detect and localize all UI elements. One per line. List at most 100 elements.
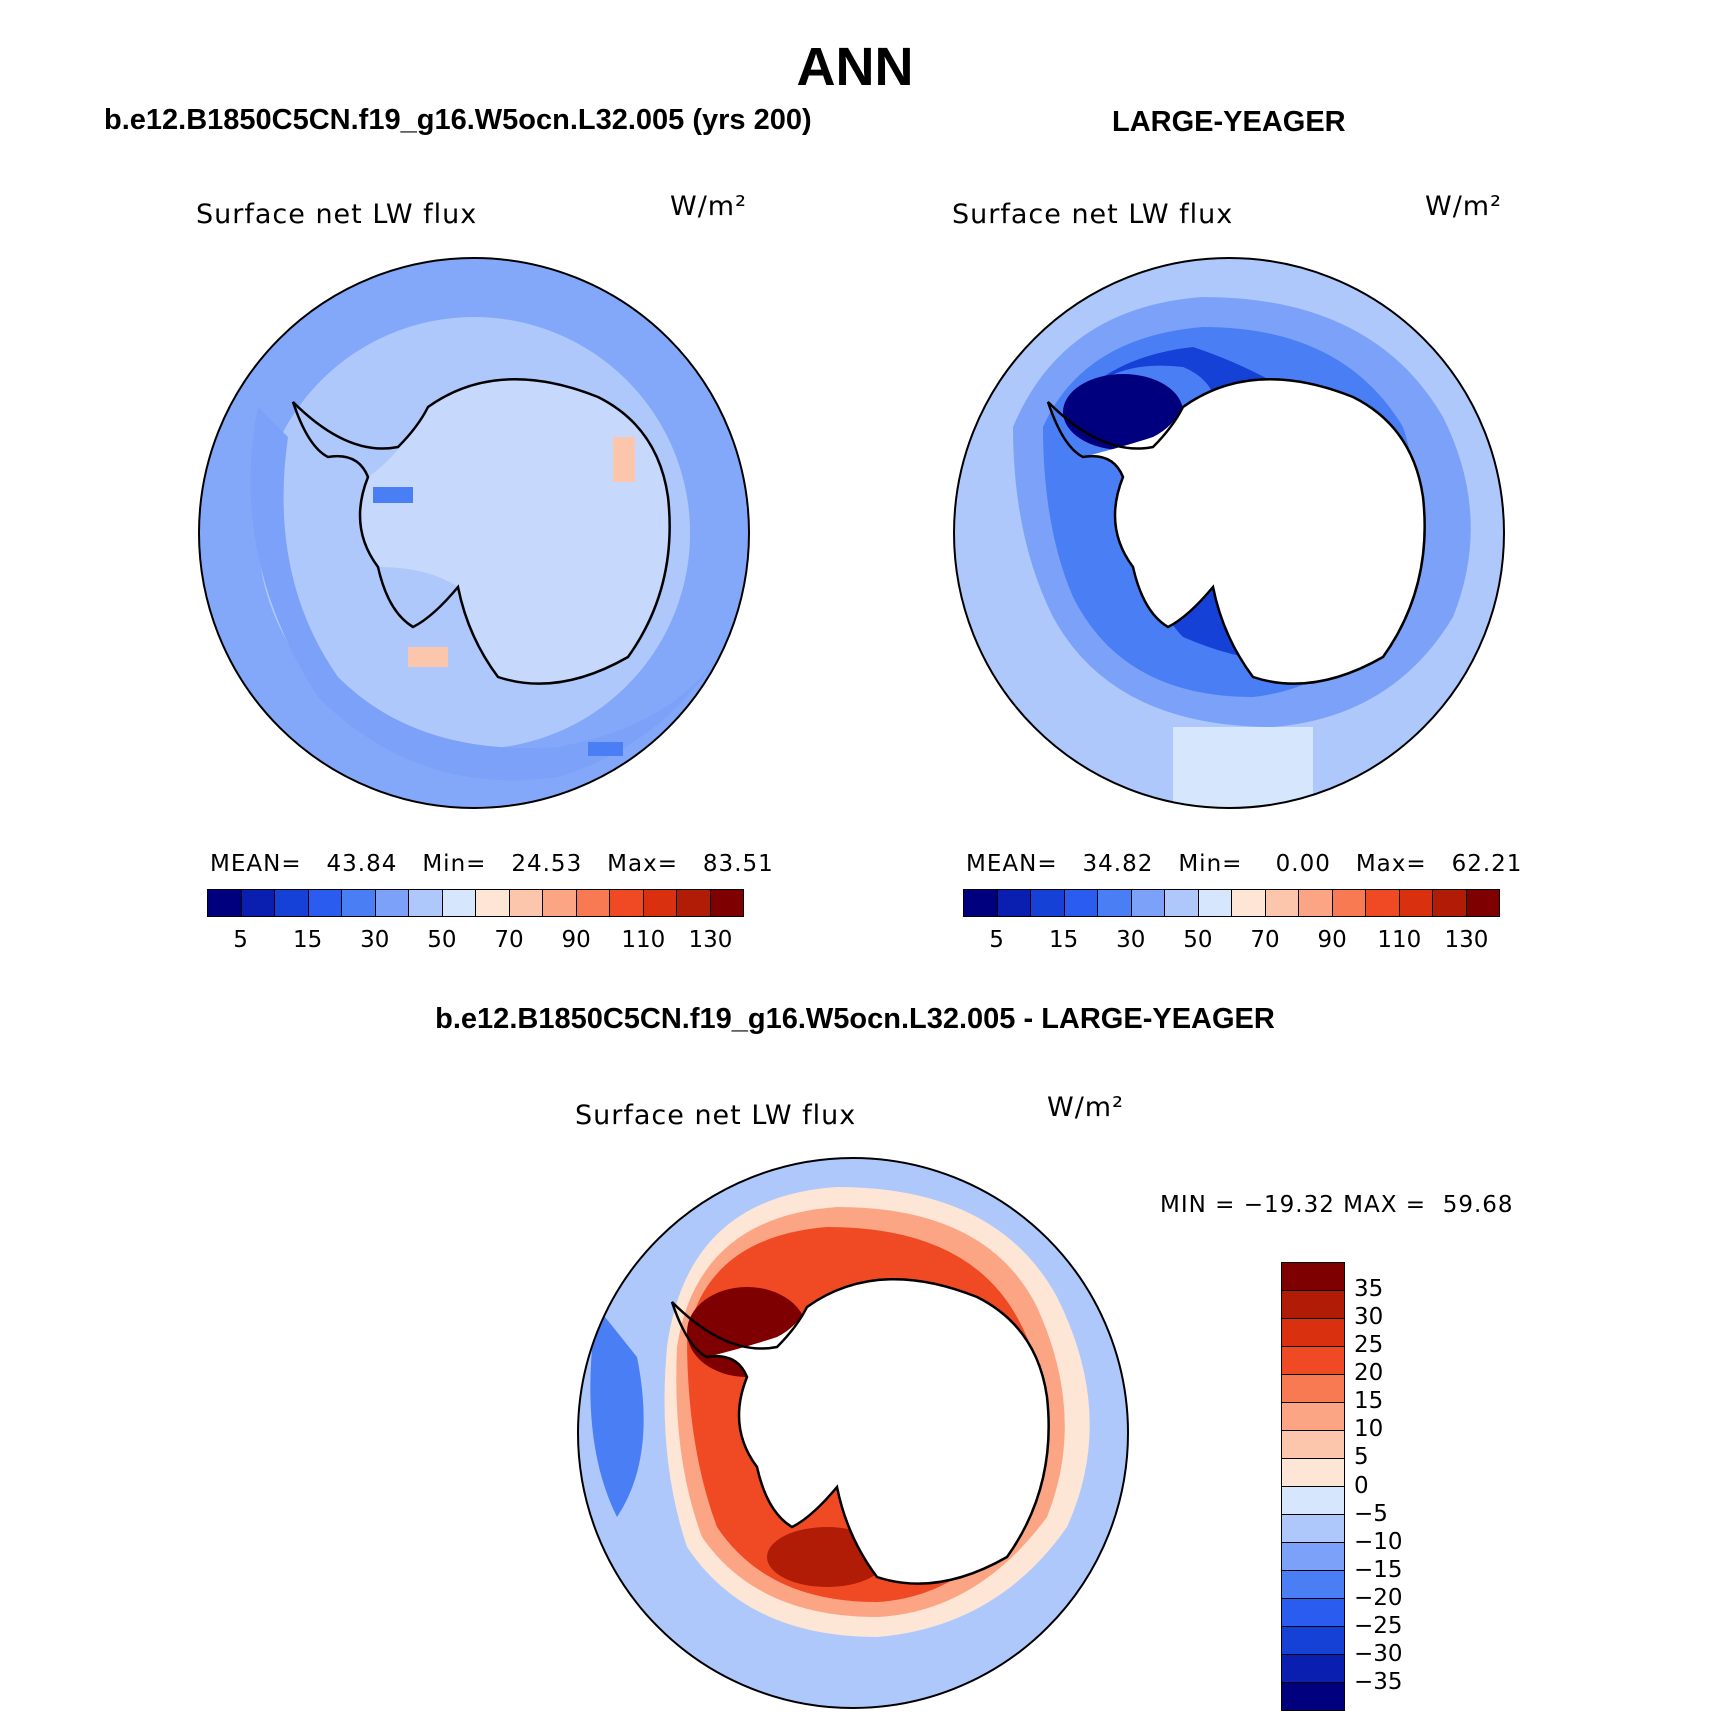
colorbar-tick-label: 25 [1354, 1332, 1384, 1359]
panel1-stats: MEAN= 43.84 Min= 24.53 Max= 83.51 [210, 851, 774, 877]
panel2-coastline [1046, 377, 1426, 685]
colorbar-swatch [1198, 890, 1232, 916]
panel3-cool-patch [590, 1307, 644, 1517]
panel2-units-label: W/m² [1425, 191, 1502, 222]
panel2-mean-label: MEAN= [966, 851, 1058, 877]
colorbar-swatch [710, 890, 743, 916]
colorbar-swatch [1282, 1403, 1344, 1431]
colorbar-swatch [1282, 1263, 1344, 1291]
panel1-mean-label: MEAN= [210, 851, 302, 877]
colorbar-tick-label: 50 [1183, 927, 1213, 953]
panel2-variable-label: Surface net LW flux [952, 199, 1234, 230]
colorbar-swatch [476, 890, 510, 916]
panel1-min-value: 24.53 [511, 851, 583, 877]
colorbar-tick-label: 5 [233, 927, 248, 953]
colorbar-swatch [1433, 890, 1467, 916]
colorbar-swatch [1282, 1375, 1344, 1403]
colorbar-swatch [1232, 890, 1266, 916]
panel1-mean-value: 43.84 [326, 851, 398, 877]
colorbar-swatch [643, 890, 677, 916]
colorbar-tick-label: 20 [1354, 1360, 1384, 1387]
panel1-variable-label: Surface net LW flux [196, 199, 478, 230]
panel1-colorbar [207, 889, 744, 917]
panel2-mean-value: 34.82 [1082, 851, 1154, 877]
colorbar-swatch [543, 890, 577, 916]
colorbar-swatch [1282, 1627, 1344, 1655]
colorbar-swatch [1282, 1543, 1344, 1571]
colorbar-swatch [409, 890, 443, 916]
colorbar-swatch [610, 890, 644, 916]
colorbar-tick-label: −20 [1354, 1584, 1403, 1611]
colorbar-tick-label: −10 [1354, 1528, 1403, 1555]
panel3-polar-map [577, 1157, 1129, 1709]
panel3-units-label: W/m² [1047, 1092, 1124, 1123]
colorbar-swatch [964, 890, 998, 916]
colorbar-swatch [1282, 1431, 1344, 1459]
colorbar-tick-label: 30 [360, 927, 390, 953]
panel1-max-label: Max= [607, 851, 678, 877]
colorbar-tick-label: 130 [688, 927, 733, 953]
panel3-masked-continent [707, 1279, 1049, 1584]
colorbar-swatch [1282, 1459, 1344, 1487]
colorbar-tick-label: 35 [1354, 1276, 1384, 1303]
panel3-colorbar [1281, 1262, 1345, 1711]
colorbar-tick-label: 15 [1354, 1388, 1384, 1415]
colorbar-swatch [241, 890, 275, 916]
panel1-max-value: 83.51 [702, 851, 774, 877]
colorbar-tick-label: 15 [293, 927, 323, 953]
panel2-max-label: Max= [1355, 851, 1427, 877]
colorbar-swatch [1282, 1291, 1344, 1319]
panel1-continent-fill [360, 379, 670, 684]
colorbar-swatch [442, 890, 476, 916]
colorbar-swatch [1282, 1347, 1344, 1375]
colorbar-tick-label: 90 [1317, 927, 1347, 953]
colorbar-swatch [208, 890, 242, 916]
colorbar-swatch [1332, 890, 1366, 916]
colorbar-swatch [1399, 890, 1433, 916]
difference-panel-title: b.e12.B1850C5CN.f19_g16.W5ocn.L32.005 - … [435, 1003, 1275, 1035]
panel1-units-label: W/m² [670, 191, 747, 222]
colorbar-swatch [1282, 1599, 1344, 1627]
colorbar-swatch [1031, 890, 1065, 916]
panel1-warm-patch [613, 437, 635, 482]
colorbar-tick-label: 50 [427, 927, 457, 953]
colorbar-swatch [1131, 890, 1165, 916]
panel2-max-value: 62.21 [1451, 851, 1523, 877]
panel1-polar-map [198, 257, 750, 809]
colorbar-swatch [1366, 890, 1400, 916]
colorbar-tick-label: 130 [1444, 927, 1489, 953]
colorbar-swatch [1282, 1683, 1344, 1710]
colorbar-tick-label: 70 [1250, 927, 1280, 953]
colorbar-tick-label: −35 [1354, 1668, 1403, 1695]
colorbar-tick-label: 0 [1354, 1472, 1369, 1499]
panel3-stats: MIN = −19.32 MAX = 59.68 [1160, 1192, 1514, 1218]
colorbar-tick-label: 90 [561, 927, 591, 953]
colorbar-swatch [1265, 890, 1299, 916]
colorbar-tick-label: 5 [1354, 1444, 1369, 1471]
figure-title: ANN [796, 37, 914, 97]
panel2-masked-continent [1083, 379, 1425, 684]
colorbar-swatch [1282, 1515, 1344, 1543]
colorbar-swatch [1282, 1319, 1344, 1347]
panel2-min-label: Min= [1178, 851, 1243, 877]
colorbar-tick-label: 70 [494, 927, 524, 953]
colorbar-swatch [576, 890, 610, 916]
colorbar-tick-label: −25 [1354, 1612, 1403, 1639]
colorbar-tick-label: 10 [1354, 1416, 1384, 1443]
left-panel-case-title: b.e12.B1850C5CN.f19_g16.W5ocn.L32.005 (y… [104, 104, 812, 136]
right-panel-case-title: LARGE-YEAGER [1112, 106, 1346, 138]
colorbar-swatch [275, 890, 309, 916]
colorbar-tick-label: −15 [1354, 1556, 1403, 1583]
colorbar-swatch [1064, 890, 1098, 916]
panel2-light-patch [1173, 727, 1313, 808]
panel3-variable-label: Surface net LW flux [575, 1100, 857, 1131]
colorbar-swatch [1299, 890, 1333, 916]
panel1-cool-patch [588, 742, 623, 756]
colorbar-tick-label: 110 [621, 927, 666, 953]
colorbar-tick-label: 30 [1354, 1304, 1384, 1331]
colorbar-swatch [1165, 890, 1199, 916]
panel3-coastline [670, 1277, 1050, 1585]
panel2-map-border [953, 257, 1505, 809]
panel1-map-border [198, 257, 750, 809]
colorbar-swatch [375, 890, 409, 916]
